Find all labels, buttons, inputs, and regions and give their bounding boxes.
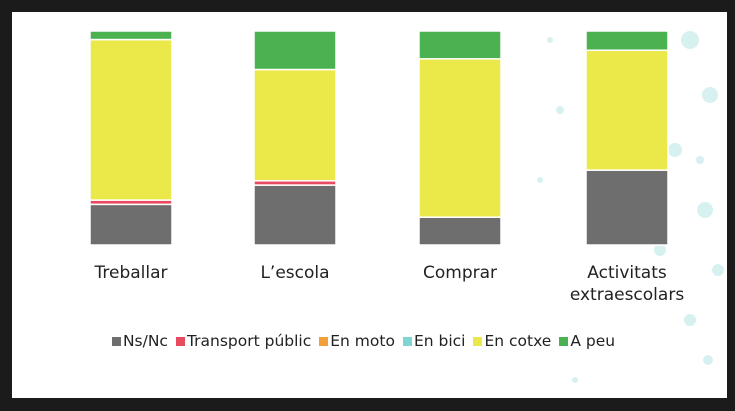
legend-item: Transport públic [176, 332, 311, 350]
bar-segment [254, 31, 336, 70]
bar-segment [586, 50, 668, 170]
bar-segment [90, 31, 172, 40]
legend-item: A peu [559, 332, 615, 350]
bar-segment [419, 217, 501, 245]
legend-item: En cotxe [473, 332, 551, 350]
legend-item: En bici [403, 332, 466, 350]
legend-label: En moto [330, 332, 395, 350]
bar-segment [419, 59, 501, 217]
page: Treballar L’escola Comprar Activitats extra… [0, 0, 735, 411]
x-tick-label: Activitats extraescolars [562, 262, 692, 306]
legend-swatch [112, 337, 121, 346]
x-tick-label: L’escola [230, 262, 360, 284]
bar-segment [586, 31, 668, 50]
legend: Ns/Nc Transport públic En moto En bici En co… [0, 332, 735, 350]
legend-label: Transport públic [187, 332, 311, 350]
legend-label: Ns/Nc [123, 332, 168, 350]
legend-swatch [473, 337, 482, 346]
x-tick-label: Comprar [395, 262, 525, 284]
legend-item: En moto [319, 332, 395, 350]
bar-segment [90, 40, 172, 201]
legend-swatch [559, 337, 568, 346]
legend-swatch [403, 337, 412, 346]
bar-segment [419, 31, 501, 59]
bar-segment [254, 185, 336, 245]
legend-swatch [176, 337, 185, 346]
legend-label: En cotxe [484, 332, 551, 350]
legend-swatch [319, 337, 328, 346]
legend-item: Ns/Nc [112, 332, 168, 350]
legend-label: En bici [414, 332, 466, 350]
bar-segment [90, 204, 172, 245]
legend-label: A peu [570, 332, 615, 350]
x-tick-label: Treballar [66, 262, 196, 284]
bar-segment [254, 70, 336, 181]
bar-segment [586, 170, 668, 245]
